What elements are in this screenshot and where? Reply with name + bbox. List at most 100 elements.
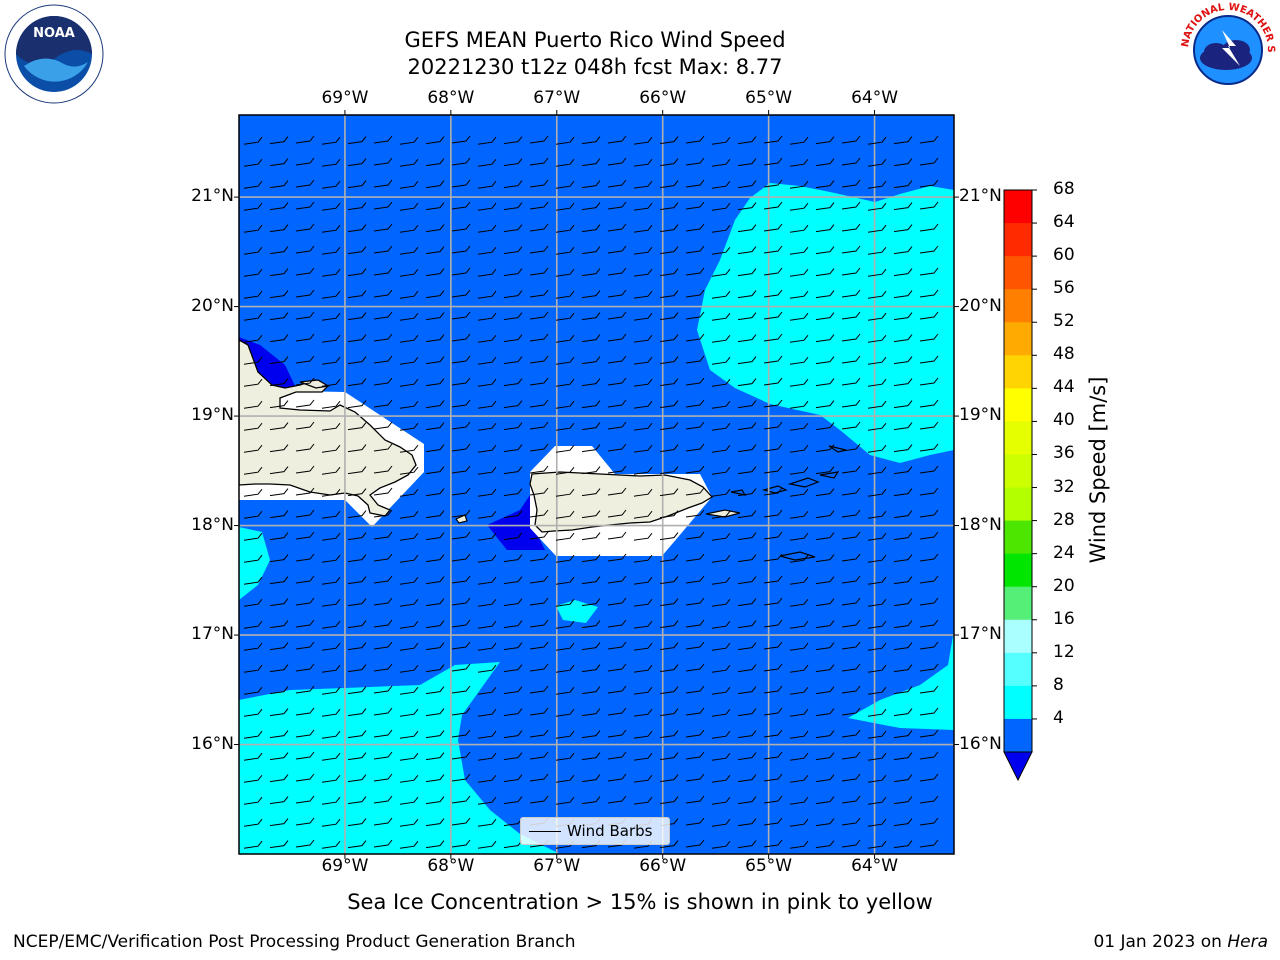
wind-barb: [607, 509, 627, 518]
wind-barb: [763, 377, 783, 386]
wind-barb: [347, 488, 367, 497]
wind-barb: [399, 268, 419, 277]
lat-label-right: 18°N: [959, 514, 1002, 535]
wind-barb: [555, 664, 575, 673]
wind-barb: [815, 532, 835, 541]
wind-barb: [711, 466, 731, 475]
wind-barb: [919, 531, 939, 540]
wind-barb: [867, 334, 887, 343]
wind-barb: [269, 642, 289, 651]
colorbar-under-triangle: [1003, 751, 1033, 782]
wind-barb: [269, 840, 289, 849]
wind-barb: [659, 224, 679, 233]
wind-barb: [607, 663, 627, 672]
wind-barb: [607, 465, 627, 474]
wind-barb: [399, 620, 419, 629]
wind-barb: [607, 289, 627, 298]
wind-barb: [919, 377, 939, 386]
wind-barb: [763, 619, 783, 628]
wind-barb: [789, 642, 809, 651]
wind-barb: [581, 488, 601, 497]
wind-barb: [659, 708, 679, 717]
wind-barb: [269, 576, 289, 585]
wind-barb: [425, 620, 445, 629]
wind-barb: [737, 752, 757, 761]
lon-label-bottom: 66°W: [639, 856, 687, 876]
colorbar-tick-label: 16: [1053, 608, 1075, 629]
wind-barb: [659, 488, 679, 497]
wind-barb: [451, 245, 471, 254]
wind-barb: [529, 619, 549, 628]
wind-barb: [269, 730, 289, 739]
wind-barb: [633, 620, 653, 629]
wind-barb: [763, 465, 783, 474]
wind-barb: [919, 553, 939, 562]
wind-barb: [243, 840, 263, 849]
wind-barb: [451, 729, 471, 738]
wind-barb: [841, 619, 861, 628]
wind-barb: [659, 752, 679, 761]
wind-barb: [581, 554, 601, 563]
wind-barb: [815, 488, 835, 497]
wind-barb: [763, 421, 783, 430]
wind-barb: [529, 311, 549, 320]
wind-barb: [503, 444, 523, 453]
wind-barb: [893, 136, 913, 145]
wind-barb: [685, 817, 705, 826]
wind-barb: [841, 795, 861, 804]
wind-barb: [893, 378, 913, 387]
wind-barb: [737, 488, 757, 497]
wind-barb: [867, 818, 887, 827]
wind-barb: [789, 708, 809, 717]
wind-barb: [347, 466, 367, 475]
wind-barb: [789, 510, 809, 519]
wind-barb: [815, 774, 835, 783]
wind-barb: [919, 223, 939, 232]
wind-barb: [893, 356, 913, 365]
wind-barb: [841, 685, 861, 694]
wind-barb: [451, 223, 471, 232]
wind-barb: [893, 268, 913, 277]
wind-barb: [425, 796, 445, 805]
wind-barb: [243, 620, 263, 629]
wind-barb: [919, 685, 939, 694]
wind-barb: [789, 378, 809, 387]
wind-barb: [737, 554, 757, 563]
wind-barb: [711, 422, 731, 431]
wind-barb: [815, 598, 835, 607]
wind-barb: [815, 444, 835, 453]
wind-barb: [607, 641, 627, 650]
wind-barb: [763, 641, 783, 650]
wind-barb: [269, 356, 289, 365]
wind-barb: [243, 246, 263, 255]
wind-barb: [581, 444, 601, 453]
wind-barb: [581, 290, 601, 299]
wind-barb: [763, 553, 783, 562]
wind-barb: [711, 290, 731, 299]
sea-ice-note: Sea Ice Concentration > 15% is shown in …: [347, 890, 933, 914]
wind-barb: [347, 774, 367, 783]
wind-barb: [347, 642, 367, 651]
wind-barb: [347, 334, 367, 343]
wind-barb: [581, 202, 601, 211]
wind-barb: [555, 312, 575, 321]
wind-barb: [737, 180, 757, 189]
wind-barb: [841, 157, 861, 166]
wind-barb: [763, 531, 783, 540]
wind-barb: [763, 575, 783, 584]
wind-barb: [581, 576, 601, 585]
wind-barb: [477, 554, 497, 563]
wind-barb: [477, 136, 497, 145]
wind-barb: [789, 774, 809, 783]
wind-barb: [763, 245, 783, 254]
wind-barb: [815, 796, 835, 805]
wind-barb: [347, 554, 367, 563]
wind-barb: [373, 377, 393, 386]
wind-barb: [867, 576, 887, 585]
wind-barb: [841, 421, 861, 430]
wind-barb: [919, 575, 939, 584]
wind-barb: [763, 135, 783, 144]
wind-barb: [685, 201, 705, 210]
wind-barb: [425, 466, 445, 475]
